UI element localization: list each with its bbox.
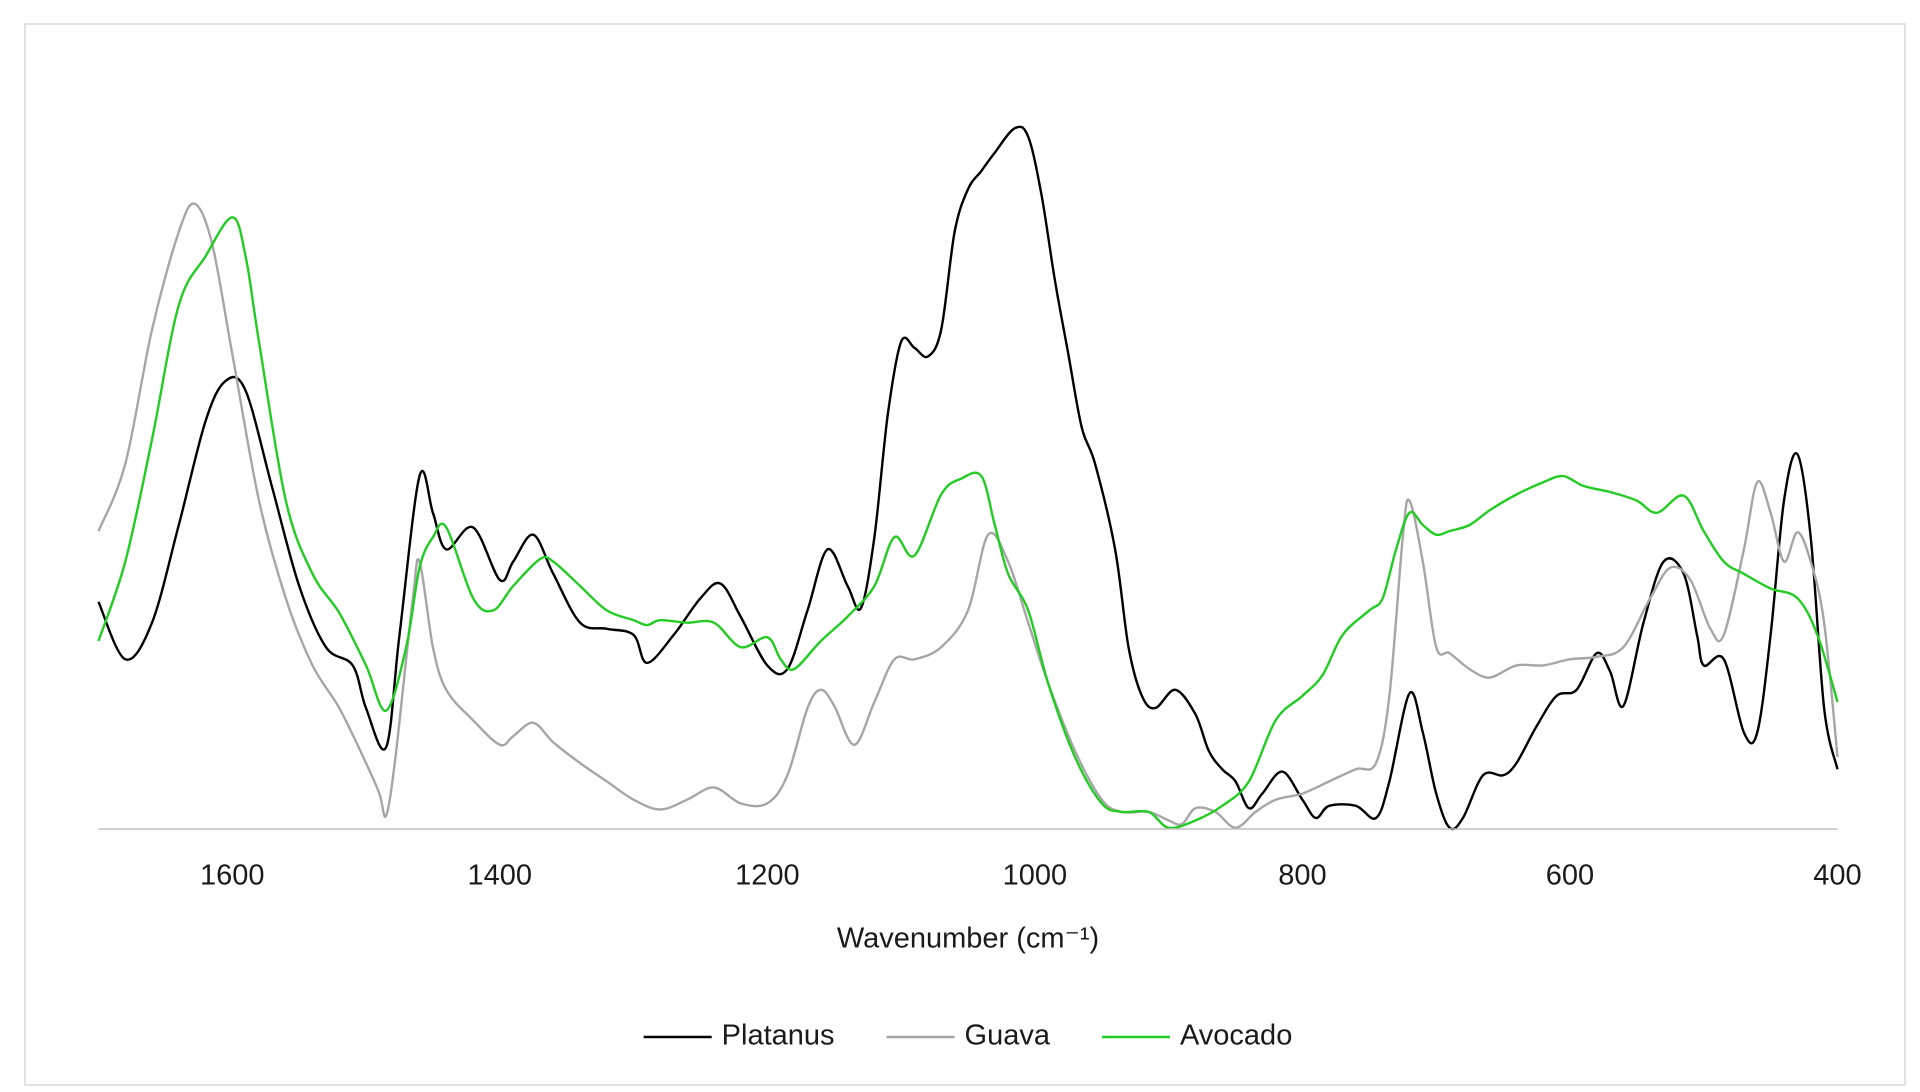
- x-tick-label: 1200: [735, 860, 800, 892]
- x-tick-label: 800: [1278, 860, 1326, 892]
- x-axis-title: Wavenumber (cm⁻¹): [837, 923, 1099, 955]
- x-tick-label: 600: [1546, 860, 1594, 892]
- legend-label: Avocado: [1180, 1020, 1292, 1052]
- spectrum-line: [97, 216, 1839, 830]
- x-tick-label: 1400: [468, 860, 533, 892]
- legend-label: Platanus: [722, 1020, 835, 1052]
- x-tick-label: 400: [1813, 860, 1861, 892]
- legend-label: Guava: [965, 1020, 1051, 1052]
- x-tick-label: 1600: [200, 860, 265, 892]
- chart-frame: [24, 23, 1906, 1086]
- x-tick-label: 1000: [1003, 860, 1068, 892]
